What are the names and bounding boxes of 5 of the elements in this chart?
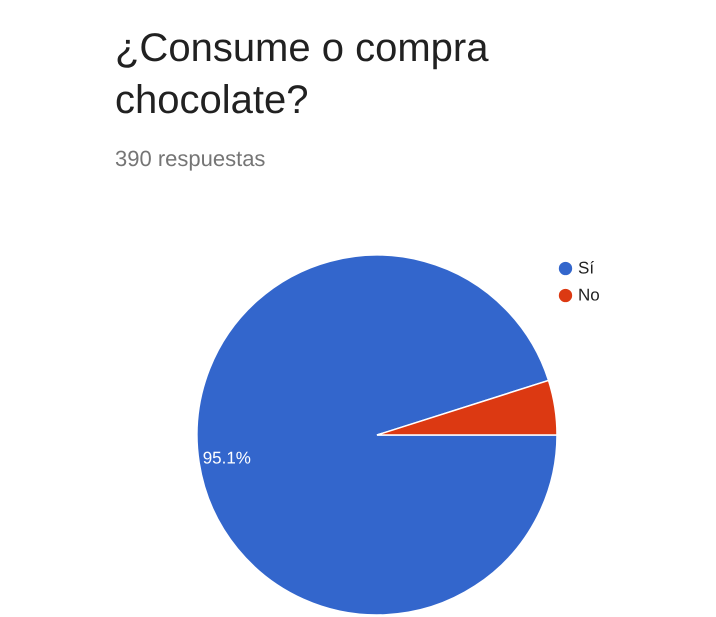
chart-title: ¿Consume o compra chocolate?	[115, 25, 490, 124]
chart-subtitle: 390 respuestas	[115, 146, 266, 172]
legend-label: Sí	[578, 258, 594, 278]
legend-label: No	[578, 286, 600, 304]
data-label: 95.1%	[202, 448, 251, 468]
